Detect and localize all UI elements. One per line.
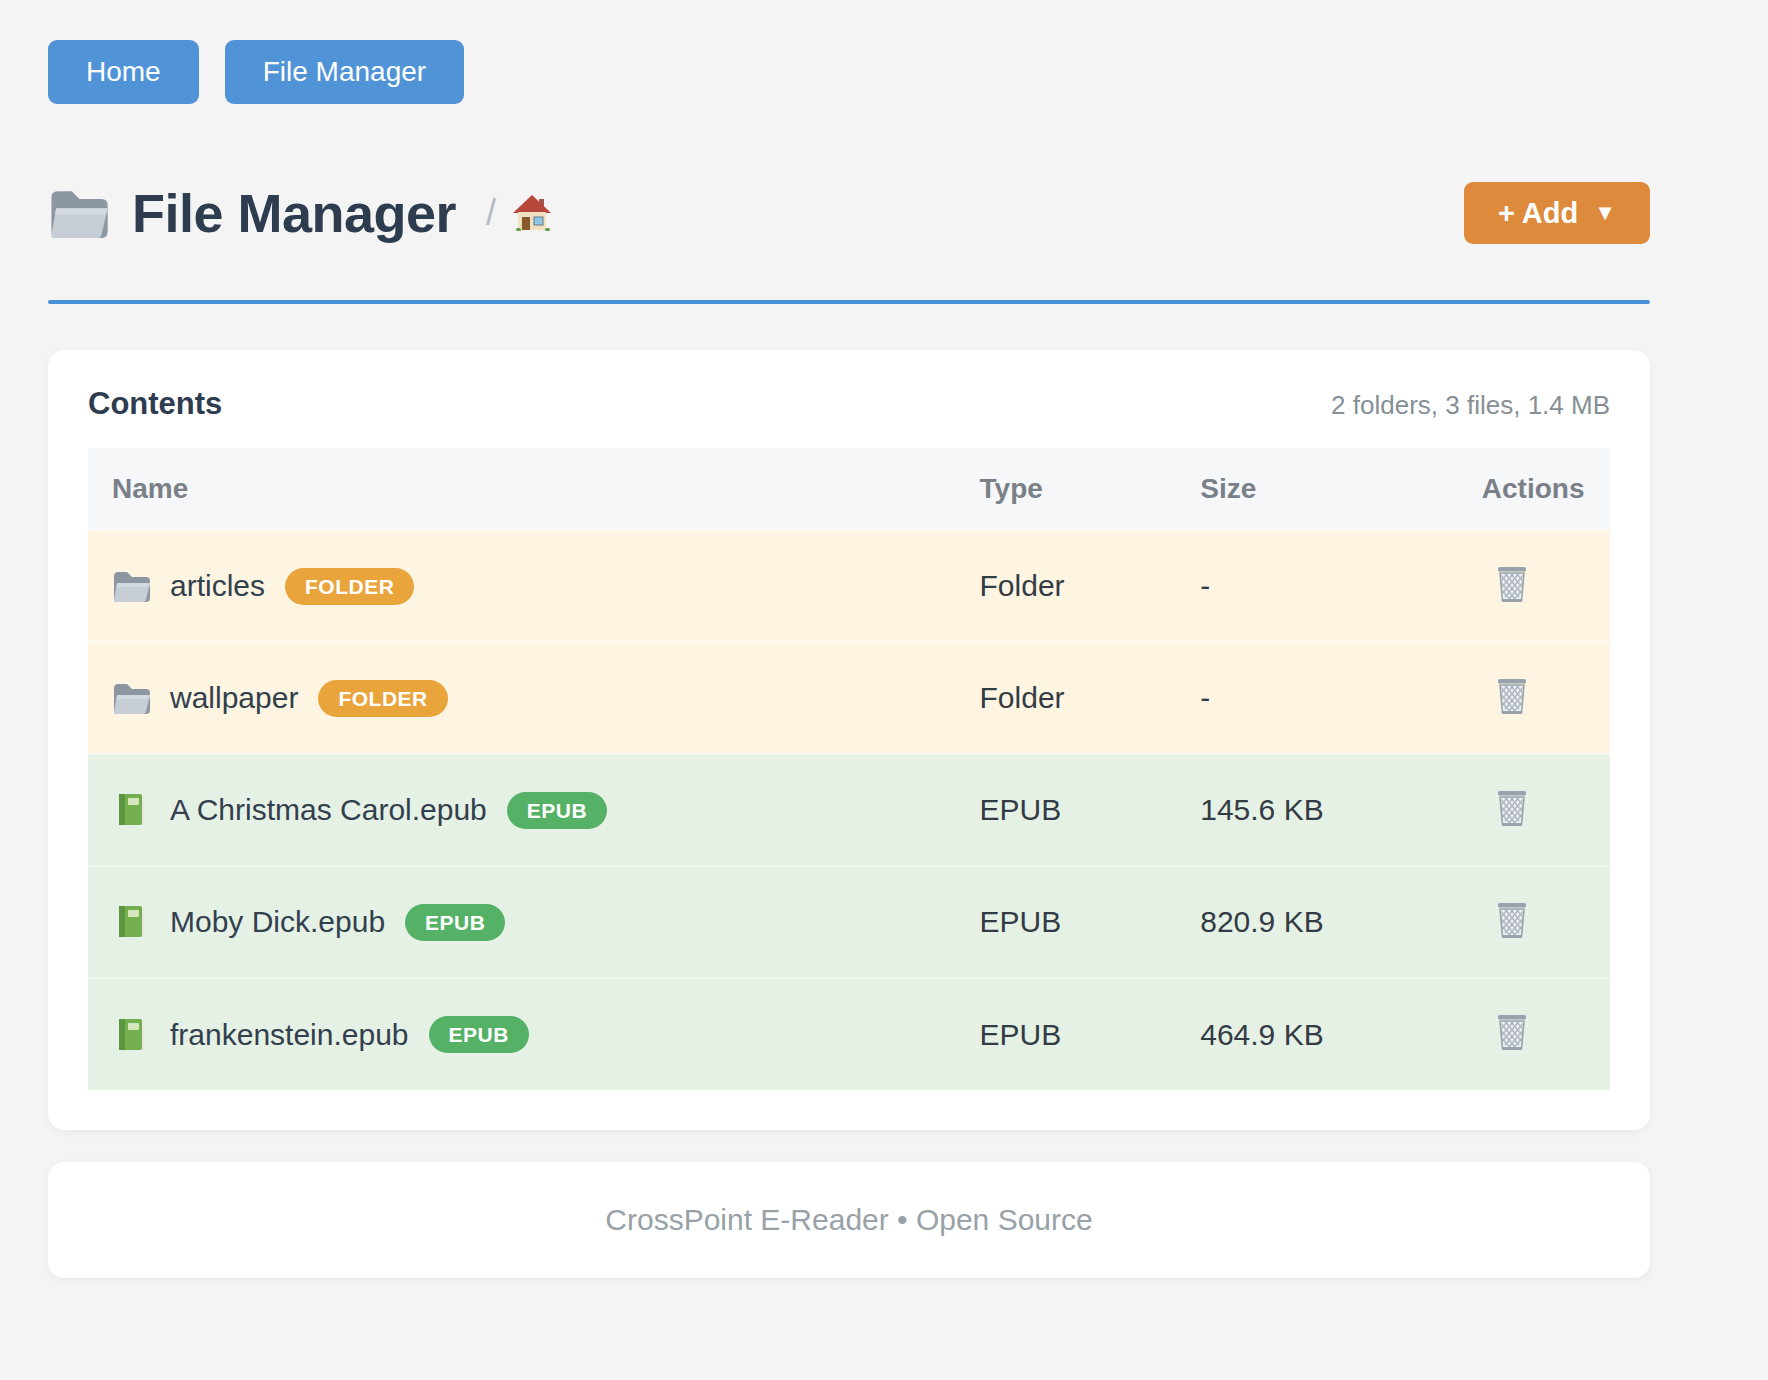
contents-table: Name Type Size Actions articles FOLDER Fol… — [88, 448, 1610, 1090]
footer: CrossPoint E-Reader • Open Source — [48, 1162, 1650, 1278]
trash-icon — [1494, 677, 1530, 717]
page-header: File Manager / + Add ▼ — [48, 182, 1650, 244]
book-icon — [112, 905, 150, 939]
trash-icon — [1494, 789, 1530, 829]
file-name: wallpaper — [170, 681, 298, 715]
table-row: frankenstein.epubEPUBEPUB464.9 KB — [88, 978, 1610, 1090]
contents-table-body: articles FOLDER Folder- wallpaper FOLDER Fol… — [88, 530, 1610, 1090]
table-row: A Christmas Carol.epubEPUBEPUB145.6 KB — [88, 754, 1610, 866]
chevron-down-icon: ▼ — [1594, 200, 1616, 226]
file-type-badge: FOLDER — [318, 680, 447, 717]
trash-icon — [1494, 901, 1530, 941]
file-size: - — [1176, 530, 1458, 642]
contents-card: Contents 2 folders, 3 files, 1.4 MB Name… — [48, 350, 1650, 1130]
file-type: EPUB — [956, 754, 1177, 866]
file-size: 145.6 KB — [1176, 754, 1458, 866]
name-cell: A Christmas Carol.epub EPUB — [88, 754, 956, 866]
nav-home-button[interactable]: Home — [48, 40, 199, 104]
book-icon — [112, 793, 150, 827]
file-type-badge: EPUB — [429, 1016, 529, 1053]
file-type: Folder — [956, 530, 1177, 642]
column-header-name: Name — [88, 448, 956, 530]
page-title: File Manager — [132, 182, 456, 244]
actions-cell — [1458, 530, 1610, 642]
file-name: Moby Dick.epub — [170, 905, 385, 939]
contents-heading: Contents — [88, 386, 222, 422]
name-cell: articles FOLDER — [88, 530, 956, 642]
house-icon[interactable] — [512, 193, 552, 233]
file-name: frankenstein.epub — [170, 1018, 409, 1052]
folder-icon — [112, 681, 150, 715]
name-cell: wallpaper FOLDER — [88, 642, 956, 754]
column-header-size: Size — [1176, 448, 1458, 530]
folder-icon — [112, 569, 150, 603]
column-header-actions: Actions — [1458, 448, 1610, 530]
name-cell: Moby Dick.epub EPUB — [88, 866, 956, 978]
actions-cell — [1458, 642, 1610, 754]
delete-button[interactable] — [1490, 1009, 1534, 1057]
table-row: Moby Dick.epubEPUBEPUB820.9 KB — [88, 866, 1610, 978]
delete-button[interactable] — [1490, 673, 1534, 721]
footer-text: CrossPoint E-Reader • Open Source — [605, 1203, 1092, 1237]
nav-file-manager-button[interactable]: File Manager — [225, 40, 464, 104]
actions-cell — [1458, 754, 1610, 866]
file-type: Folder — [956, 642, 1177, 754]
file-type-badge: EPUB — [507, 792, 607, 829]
table-row: wallpaper FOLDER Folder- — [88, 642, 1610, 754]
add-button-label: + Add — [1498, 197, 1578, 230]
file-size: - — [1176, 642, 1458, 754]
file-type-badge: EPUB — [405, 904, 505, 941]
column-header-type: Type — [956, 448, 1177, 530]
breadcrumb: / — [486, 192, 552, 234]
table-row: articles FOLDER Folder- — [88, 530, 1610, 642]
trash-icon — [1494, 565, 1530, 605]
file-type: EPUB — [956, 866, 1177, 978]
delete-button[interactable] — [1490, 897, 1534, 945]
name-cell: frankenstein.epub EPUB — [88, 978, 956, 1090]
file-name: articles — [170, 569, 265, 603]
table-header-row: Name Type Size Actions — [88, 448, 1610, 530]
file-type-badge: FOLDER — [285, 568, 414, 605]
add-button[interactable]: + Add ▼ — [1464, 182, 1650, 244]
trash-icon — [1494, 1013, 1530, 1053]
delete-button[interactable] — [1490, 785, 1534, 833]
file-size: 464.9 KB — [1176, 978, 1458, 1090]
delete-button[interactable] — [1490, 561, 1534, 609]
folder-icon — [48, 188, 108, 238]
page: Home File Manager File Manager / + Add — [0, 0, 1768, 1278]
book-icon — [112, 1018, 150, 1052]
file-size: 820.9 KB — [1176, 866, 1458, 978]
actions-cell — [1458, 978, 1610, 1090]
top-nav: Home File Manager — [48, 40, 1650, 104]
actions-cell — [1458, 866, 1610, 978]
file-name: A Christmas Carol.epub — [170, 793, 487, 827]
file-type: EPUB — [956, 978, 1177, 1090]
breadcrumb-separator: / — [486, 192, 496, 234]
contents-summary: 2 folders, 3 files, 1.4 MB — [1331, 390, 1610, 421]
title-divider — [48, 300, 1650, 304]
